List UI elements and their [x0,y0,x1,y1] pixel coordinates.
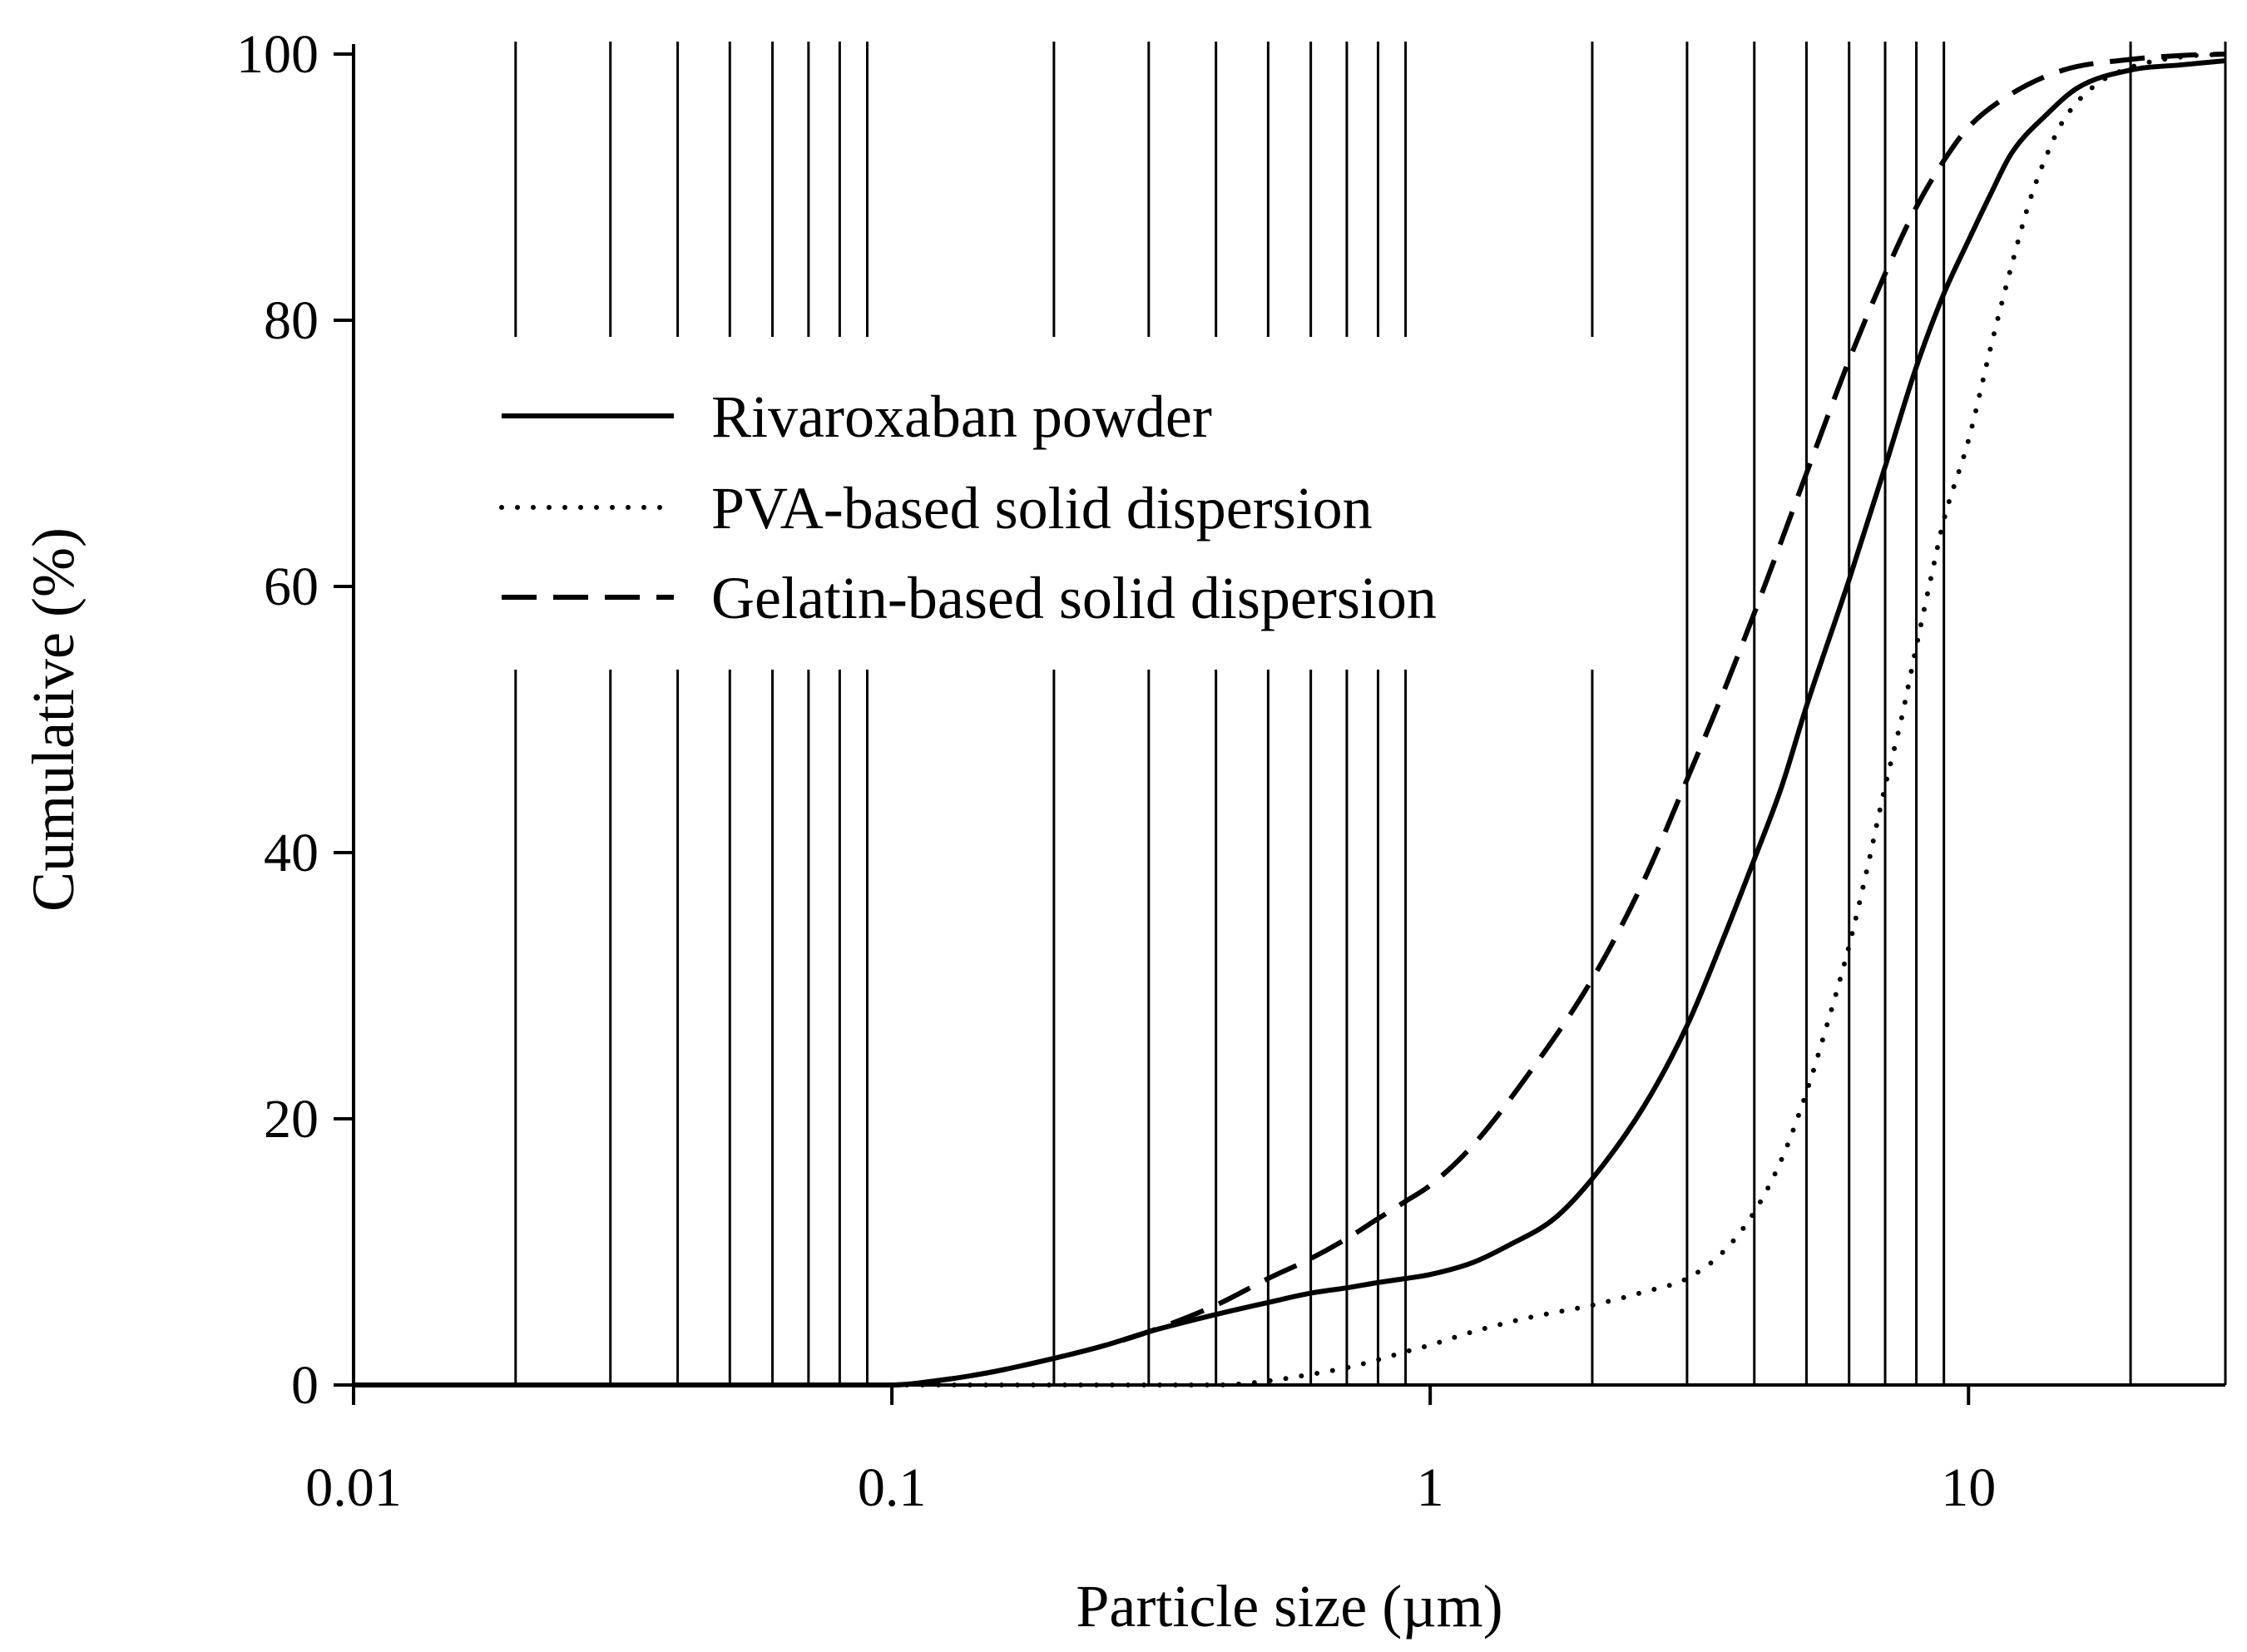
y-tick-label-20: 20 [264,1089,319,1150]
y-tick-label-80: 80 [264,290,319,351]
legend-label-1: Rivaroxaban powder [711,383,1212,450]
y-tick-label-40: 40 [264,823,319,883]
series-layer [351,52,2228,1388]
legend-label-2: PVA-based solid dispersion [711,475,1373,542]
x-axis-title: Particle size (µm) [1076,1573,1502,1640]
y-tick-label-60: 60 [264,556,319,617]
x-tick-label-0.1: 0.1 [858,1457,927,1518]
x-tick-label-10: 10 [1941,1457,1996,1518]
legend-label-3: Gelatin-based solid dispersion [711,565,1437,631]
legend: Rivaroxaban powder PVA-based solid disper… [466,337,1631,670]
series-line-gelatin-based-solid-dispersion [354,52,2226,1388]
vertical-gridlines [514,42,2227,1385]
y-axis-title: Cumulative (%) [20,527,87,912]
y-tick-label-100: 100 [236,24,319,85]
y-tick-label-0: 0 [291,1355,319,1416]
legend-background [466,337,1631,670]
axes: 0 20 40 60 80 100 0.01 0.1 1 10 [236,24,2225,1518]
x-tick-label-1: 1 [1417,1457,1444,1518]
x-tick-label-0.01: 0.01 [305,1457,402,1518]
